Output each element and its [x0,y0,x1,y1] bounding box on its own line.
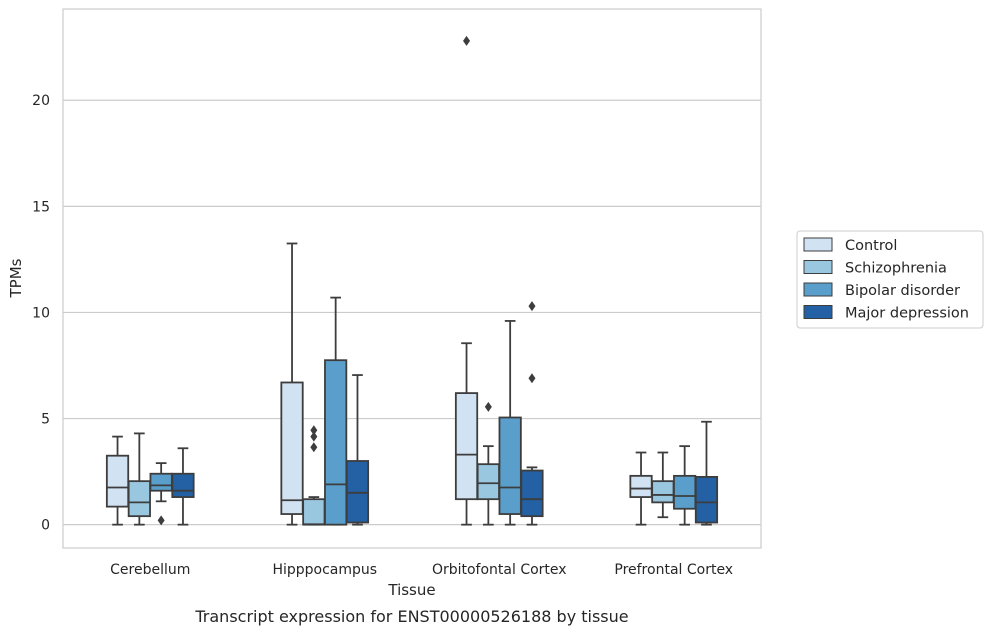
box-body [324,359,348,526]
legend-label: Major depression [845,306,969,322]
box [280,242,304,526]
series-schizophrenia [127,401,675,526]
box-body [149,472,173,492]
outlier-point [157,515,165,526]
legend-swatch [803,237,833,252]
box-body [694,476,719,524]
legend-label: Bipolar disorder [845,283,960,299]
grid-lines [63,99,761,526]
x-tick-label: Cerebellum [110,562,190,578]
box [629,451,653,526]
chart-caption: Transcript expression for ENST0000052618… [194,607,628,626]
box [673,445,697,526]
box-body [345,460,370,524]
y-tick-label: 0 [41,518,50,534]
series-bipolar-disorder [149,296,697,526]
outlier-point [463,35,471,46]
box-body [280,381,304,515]
box [476,401,500,526]
y-tick-labels: 0 5 10 15 20 [32,93,50,533]
outlier-point [310,442,318,453]
box-body [454,392,479,501]
box [302,425,326,526]
box-body [302,498,326,526]
y-tick-label: 15 [32,199,50,215]
outlier-point [310,425,318,436]
x-tick-label: Orbitofontal Cortex [432,562,567,578]
y-tick-label: 20 [32,93,50,109]
legend-item: Major depression [803,305,969,322]
legend-item: Control [803,237,897,254]
box-body [105,454,130,508]
legend-item: Schizophrenia [803,260,947,277]
outlier-point [484,401,492,412]
box [105,435,130,526]
box [454,35,479,526]
legend-frame [796,230,984,329]
outlier-point [528,301,536,312]
outlier-point [528,373,536,384]
box-body [629,474,653,498]
y-tick-label: 10 [32,305,50,321]
box-body [476,463,500,501]
box-body [651,480,675,504]
box [345,374,370,526]
x-axis-label: Tissue [387,581,435,599]
x-tick-label: Hipppocampus [272,562,377,578]
outlier-point [310,431,318,442]
plot-area [62,8,762,549]
x-tick-labels: Cerebellum Hipppocampus Orbitofontal Corte… [110,562,733,578]
box-body [127,480,151,518]
legend-label: Control [845,238,897,254]
box [651,451,675,519]
box-body [673,474,697,510]
box [127,432,151,526]
box-body [498,416,522,515]
box-body [520,469,544,518]
x-tick-label: Prefrontal Cortex [614,562,733,578]
y-axis-label: TPMs [7,258,25,298]
box [171,447,195,526]
legend-item: Bipolar disorder [803,282,960,299]
series-major-depression [171,301,719,526]
legend-label: Schizophrenia [845,261,947,277]
legend-swatch [803,282,833,297]
box [149,462,173,526]
box [498,320,522,526]
series-control [105,35,653,526]
legend-swatch [803,260,833,274]
legend-swatch [803,305,833,319]
box [694,420,719,526]
box [520,301,544,526]
box-body [171,472,195,498]
box [324,296,348,526]
box-series [105,35,719,526]
y-tick-label: 5 [41,412,50,428]
legend: Control Schizophrenia Bipolar disorder Majo… [796,230,984,329]
